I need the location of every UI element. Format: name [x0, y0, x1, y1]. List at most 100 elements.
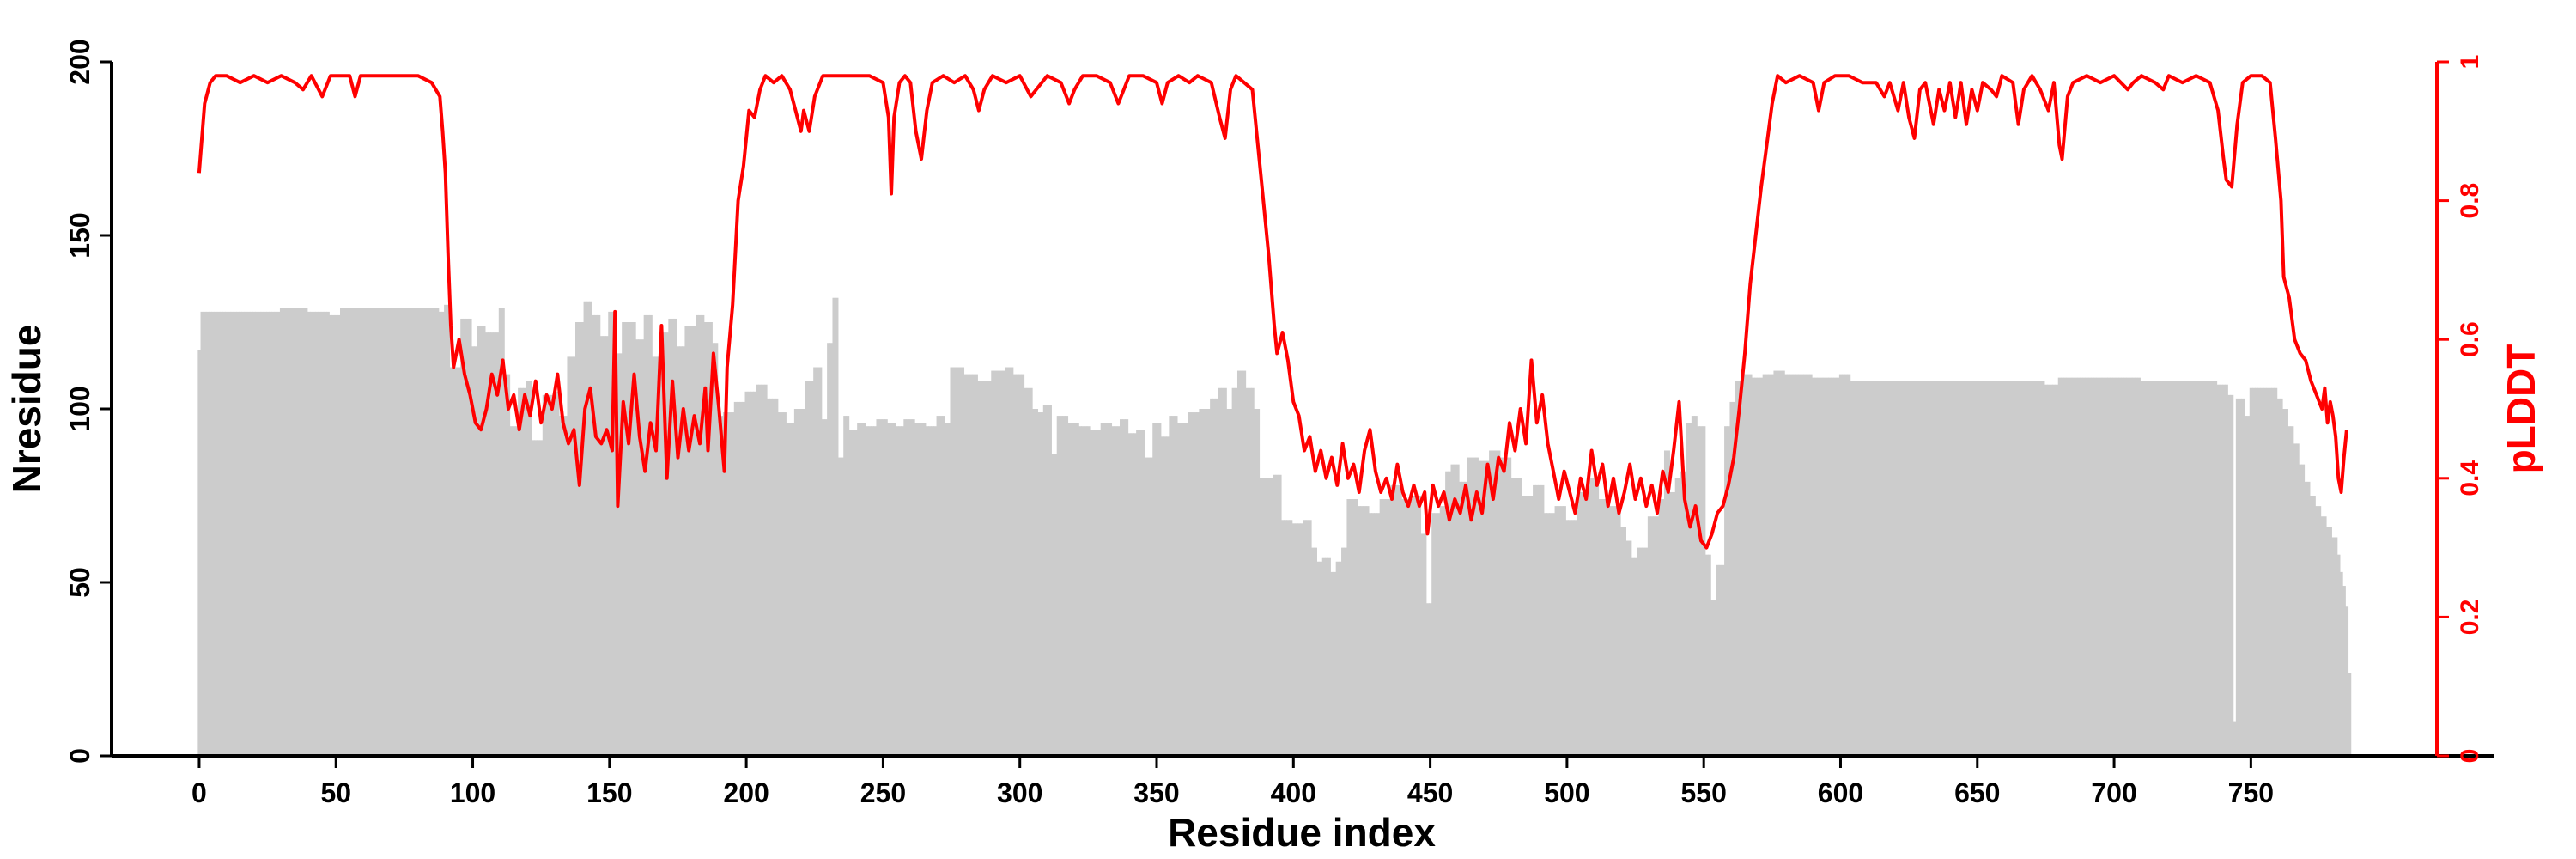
nresidue-bar: [233, 311, 237, 756]
nresidue-bar: [1497, 450, 1501, 756]
nresidue-bar: [1587, 478, 1591, 756]
nresidue-bar: [2107, 377, 2111, 756]
nresidue-bar: [1256, 409, 1261, 756]
nresidue-bar: [1856, 381, 1859, 756]
nresidue-bar: [283, 308, 286, 757]
nresidue-bar: [1382, 499, 1386, 756]
nresidue-bar: [498, 308, 502, 757]
nresidue-bar: [2320, 516, 2324, 756]
nresidue-bar: [594, 314, 598, 756]
nresidue-bar: [440, 311, 445, 756]
nresidue-bar: [528, 381, 532, 756]
nresidue-bar: [556, 391, 560, 756]
nresidue-bar: [2200, 381, 2204, 756]
y2-tick-label: 0.6: [2456, 321, 2484, 357]
nresidue-bar: [1962, 381, 1966, 756]
nresidue-bar: [2044, 384, 2048, 756]
nresidue-bar: [925, 426, 929, 756]
nresidue-bar: [1633, 557, 1637, 756]
nresidue-bar: [501, 308, 505, 757]
nresidue-bar: [1199, 409, 1203, 756]
nresidue-bar: [1589, 478, 1594, 756]
nresidue-bar: [550, 394, 555, 756]
nresidue-bar: [1155, 423, 1159, 756]
nresidue-bar: [1133, 433, 1137, 756]
nresidue-bar: [2172, 381, 2177, 756]
nresidue-bar: [1748, 374, 1753, 756]
nresidue-bar: [337, 314, 341, 756]
nresidue-bar: [293, 308, 297, 757]
nresidue-bar: [2014, 381, 2018, 756]
nresidue-bar: [1390, 484, 1394, 756]
nresidue-bar: [474, 346, 477, 756]
nresidue-bar: [1412, 496, 1416, 756]
nresidue-bar: [1529, 496, 1534, 756]
nresidue-bar: [756, 384, 760, 756]
nresidue-bar: [1314, 547, 1317, 756]
y-tick-label: 50: [64, 567, 95, 598]
nresidue-bar: [449, 367, 453, 756]
nresidue-bar: [384, 308, 387, 757]
nresidue-bar: [2329, 527, 2332, 756]
nresidue-bar: [1850, 381, 1854, 756]
nresidue-bar: [1601, 499, 1605, 756]
nresidue-bar: [816, 367, 820, 756]
nresidue-bar: [1051, 454, 1055, 756]
nresidue-bar: [1710, 600, 1714, 756]
nresidue-bar: [558, 416, 562, 756]
y-tick-label: 100: [64, 386, 95, 431]
nresidue-bar: [1861, 381, 1865, 756]
nresidue-bar: [1152, 423, 1157, 756]
nresidue-bar: [624, 322, 629, 756]
nresidue-bar: [2000, 381, 2004, 756]
nresidue-bar: [537, 440, 541, 756]
nresidue-bar: [1617, 506, 1621, 756]
nresidue-bar: [495, 332, 500, 756]
nresidue-bar: [1986, 381, 1990, 756]
nresidue-bar: [1838, 374, 1843, 756]
nresidue-bar: [1773, 370, 1777, 756]
nresidue-bar: [1160, 436, 1164, 756]
nresidue-bar: [1062, 416, 1066, 756]
nresidue-bar: [583, 301, 587, 756]
nresidue-bar: [1092, 430, 1096, 756]
nresidue-bar: [318, 311, 322, 756]
nresidue-bar: [1056, 416, 1060, 756]
nresidue-bar: [758, 384, 762, 756]
nresidue-bar: [1289, 520, 1293, 756]
nresidue-bar: [1176, 423, 1181, 756]
nresidue-bar: [988, 381, 992, 756]
nresidue-bar: [1735, 381, 1739, 756]
nresidue-bar: [1680, 471, 1684, 756]
nresidue-bar: [1768, 374, 1771, 756]
nresidue-bar: [1607, 499, 1610, 756]
nresidue-bar: [2082, 377, 2087, 756]
nresidue-bar: [933, 426, 938, 756]
nresidue-bar: [1937, 381, 1941, 756]
nresidue-bar: [2175, 381, 2179, 756]
nresidue-bar: [1683, 471, 1687, 756]
nresidue-bar: [706, 322, 710, 756]
x-tick-label: 50: [320, 777, 351, 808]
nresidue-bar: [950, 367, 954, 756]
nresidue-bar: [252, 311, 256, 756]
nresidue-bar: [1054, 454, 1058, 756]
nresidue-bar: [1584, 491, 1589, 756]
nresidue-bar: [1524, 496, 1528, 756]
nresidue-bar: [827, 343, 830, 756]
nresidue-bar: [2165, 381, 2168, 756]
nresidue-bar: [2008, 381, 2013, 756]
nresidue-bar: [271, 311, 276, 756]
nresidue-bar: [2112, 377, 2117, 756]
nresidue-bar: [2211, 381, 2215, 756]
nresidue-bar: [564, 416, 568, 756]
nresidue-bar: [947, 423, 951, 756]
nresidue-bar: [2142, 381, 2147, 756]
nresidue-bar: [802, 409, 806, 756]
nresidue-bar: [876, 419, 880, 756]
nresidue-bar: [2085, 377, 2089, 756]
nresidue-bar: [1874, 381, 1879, 756]
nresidue-bar: [1401, 499, 1405, 756]
nresidue-bar: [2184, 381, 2188, 756]
